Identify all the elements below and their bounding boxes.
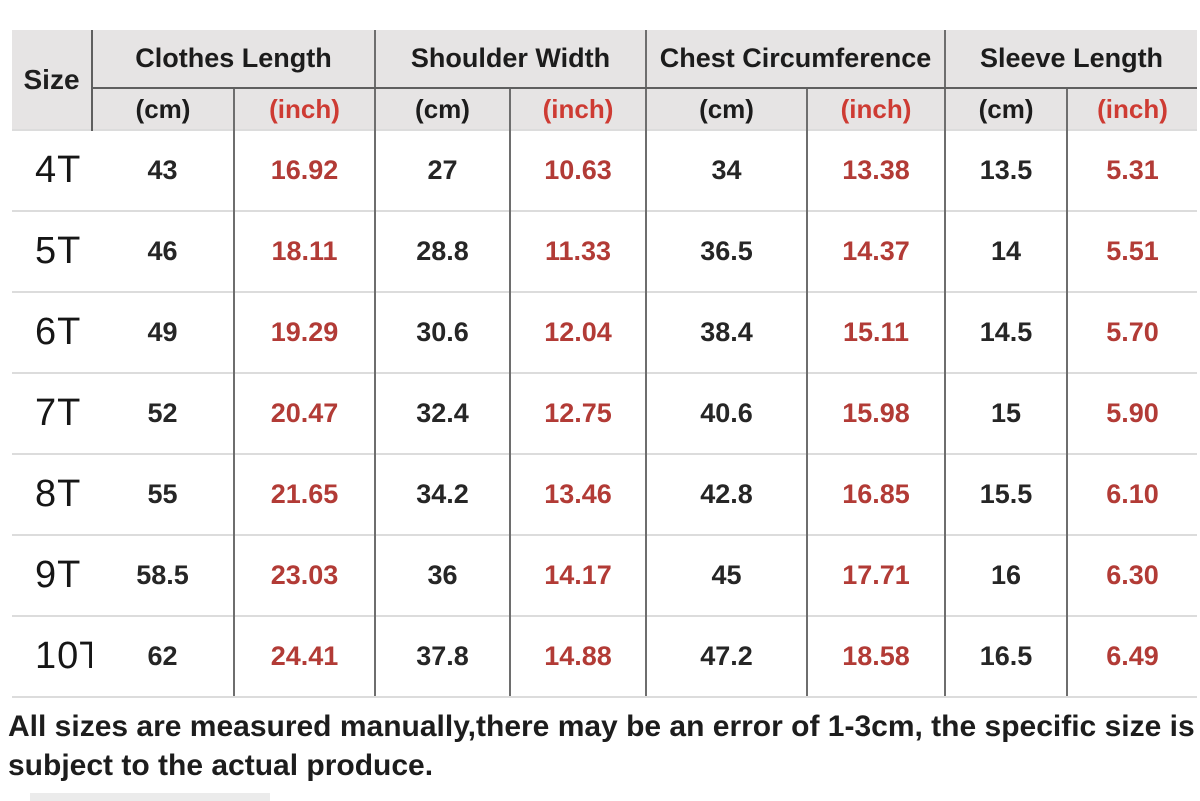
cell-chest-cm: 34	[645, 129, 808, 211]
cell-shoulder-cm: 27	[374, 129, 510, 211]
unit-header-inch-chest: (inch)	[806, 88, 946, 130]
cell-sleeve-cm: 14.5	[944, 291, 1068, 373]
cell-shoulder-cm: 28.8	[374, 210, 510, 292]
cell-clothes-cm: 46	[92, 210, 234, 292]
unit-header-cm-sleeve: (cm)	[944, 88, 1068, 130]
cell-chest-cm: 42.8	[645, 453, 808, 535]
cell-sleeve-cm: 14	[944, 210, 1068, 292]
cell-chest-inch: 17.71	[806, 534, 946, 616]
unit-header-cm-clothes: (cm)	[92, 88, 234, 130]
cell-sleeve-cm: 16	[944, 534, 1068, 616]
cell-clothes-inch: 20.47	[233, 372, 375, 454]
size-cell: 9T	[12, 534, 92, 616]
cell-chest-cm: 45	[645, 534, 808, 616]
cell-clothes-inch: 24.41	[233, 615, 375, 698]
cell-chest-inch: 14.37	[806, 210, 946, 292]
size-cell: 6T	[12, 291, 92, 373]
cell-sleeve-inch: 5.90	[1066, 372, 1198, 454]
cell-sleeve-cm: 15.5	[944, 453, 1068, 535]
cell-clothes-inch: 23.03	[233, 534, 375, 616]
size-cell: 5T	[12, 210, 92, 292]
unit-header-inch-sleeve: (inch)	[1066, 88, 1198, 130]
cell-chest-inch: 18.58	[806, 615, 946, 698]
table-row: 8T 55 21.65 34.2 13.46 42.8 16.85 15.5 6…	[12, 453, 1198, 535]
cell-shoulder-inch: 14.17	[508, 534, 647, 616]
size-cell: 7T	[12, 372, 92, 454]
table-header: Size Clothes Length Shoulder Width Chest…	[12, 30, 1198, 130]
cell-chest-cm: 36.5	[645, 210, 808, 292]
cell-clothes-cm: 43	[92, 129, 234, 211]
cell-shoulder-inch: 14.88	[508, 615, 647, 698]
cell-shoulder-cm: 30.6	[374, 291, 510, 373]
cell-chest-inch: 15.11	[806, 291, 946, 373]
unit-header-inch-clothes: (inch)	[233, 88, 375, 130]
cell-clothes-cm: 55	[92, 453, 234, 535]
table-body: 4T 43 16.92 27 10.63 34 13.38 13.5 5.31 …	[12, 129, 1198, 698]
cell-clothes-inch: 18.11	[233, 210, 375, 292]
cell-sleeve-inch: 5.70	[1066, 291, 1198, 373]
cell-shoulder-inch: 10.63	[508, 129, 647, 211]
cell-chest-cm: 47.2	[645, 615, 808, 698]
table-row: 10T 62 24.41 37.8 14.88 47.2 18.58 16.5 …	[12, 615, 1198, 698]
size-cell: 4T	[12, 129, 92, 211]
cell-sleeve-inch: 6.10	[1066, 453, 1198, 535]
cell-shoulder-inch: 13.46	[508, 453, 647, 535]
group-header-shoulder-width: Shoulder Width	[373, 30, 647, 89]
cell-shoulder-cm: 36	[374, 534, 510, 616]
cell-chest-cm: 40.6	[645, 372, 808, 454]
cell-clothes-cm: 62	[92, 615, 234, 698]
cell-sleeve-inch: 6.30	[1066, 534, 1198, 616]
size-cell: 8T	[12, 453, 92, 535]
size-chart-table: Size Clothes Length Shoulder Width Chest…	[12, 30, 1198, 698]
unit-header-cm-chest: (cm)	[645, 88, 808, 130]
cell-chest-inch: 16.85	[806, 453, 946, 535]
group-header-row: Size Clothes Length Shoulder Width Chest…	[12, 30, 1198, 130]
cell-clothes-inch: 16.92	[233, 129, 375, 211]
cell-sleeve-cm: 15	[944, 372, 1068, 454]
cell-shoulder-cm: 34.2	[374, 453, 510, 535]
group-header-clothes-length: Clothes Length	[92, 30, 375, 89]
cell-shoulder-inch: 12.75	[508, 372, 647, 454]
cell-chest-cm: 38.4	[645, 291, 808, 373]
cutoff-element	[30, 793, 270, 801]
size-cell: 10T	[12, 615, 92, 698]
group-header-sleeve-length: Sleeve Length	[944, 30, 1198, 89]
cell-shoulder-inch: 11.33	[508, 210, 647, 292]
table-row: 4T 43 16.92 27 10.63 34 13.38 13.5 5.31	[12, 129, 1198, 211]
cell-chest-inch: 13.38	[806, 129, 946, 211]
size-column-header: Size	[12, 30, 93, 130]
unit-header-cm-shoulder: (cm)	[374, 88, 510, 130]
cell-shoulder-cm: 37.8	[374, 615, 510, 698]
cell-sleeve-inch: 6.49	[1066, 615, 1198, 698]
cell-sleeve-cm: 16.5	[944, 615, 1068, 698]
cell-sleeve-inch: 5.51	[1066, 210, 1198, 292]
cell-chest-inch: 15.98	[806, 372, 946, 454]
table-row: 7T 52 20.47 32.4 12.75 40.6 15.98 15 5.9…	[12, 372, 1198, 454]
cell-sleeve-inch: 5.31	[1066, 129, 1198, 211]
cell-clothes-inch: 19.29	[233, 291, 375, 373]
cell-shoulder-inch: 12.04	[508, 291, 647, 373]
cell-clothes-cm: 52	[92, 372, 234, 454]
cell-clothes-cm: 49	[92, 291, 234, 373]
measurement-note: All sizes are measured manually,there ma…	[8, 710, 1195, 782]
table-row: 6T 49 19.29 30.6 12.04 38.4 15.11 14.5 5…	[12, 291, 1198, 373]
cell-sleeve-cm: 13.5	[944, 129, 1068, 211]
cell-clothes-cm: 58.5	[92, 534, 234, 616]
cell-shoulder-cm: 32.4	[374, 372, 510, 454]
table-row: 9T 58.5 23.03 36 14.17 45 17.71 16 6.30	[12, 534, 1198, 616]
unit-header-inch-shoulder: (inch)	[508, 88, 647, 130]
table-row: 5T 46 18.11 28.8 11.33 36.5 14.37 14 5.5…	[12, 210, 1198, 292]
cell-clothes-inch: 21.65	[233, 453, 375, 535]
group-header-chest-circumference: Chest Circumference	[645, 30, 946, 89]
unit-header-row: (cm) (inch) (cm) (inch) (cm) (inch) (cm)…	[12, 88, 1198, 130]
